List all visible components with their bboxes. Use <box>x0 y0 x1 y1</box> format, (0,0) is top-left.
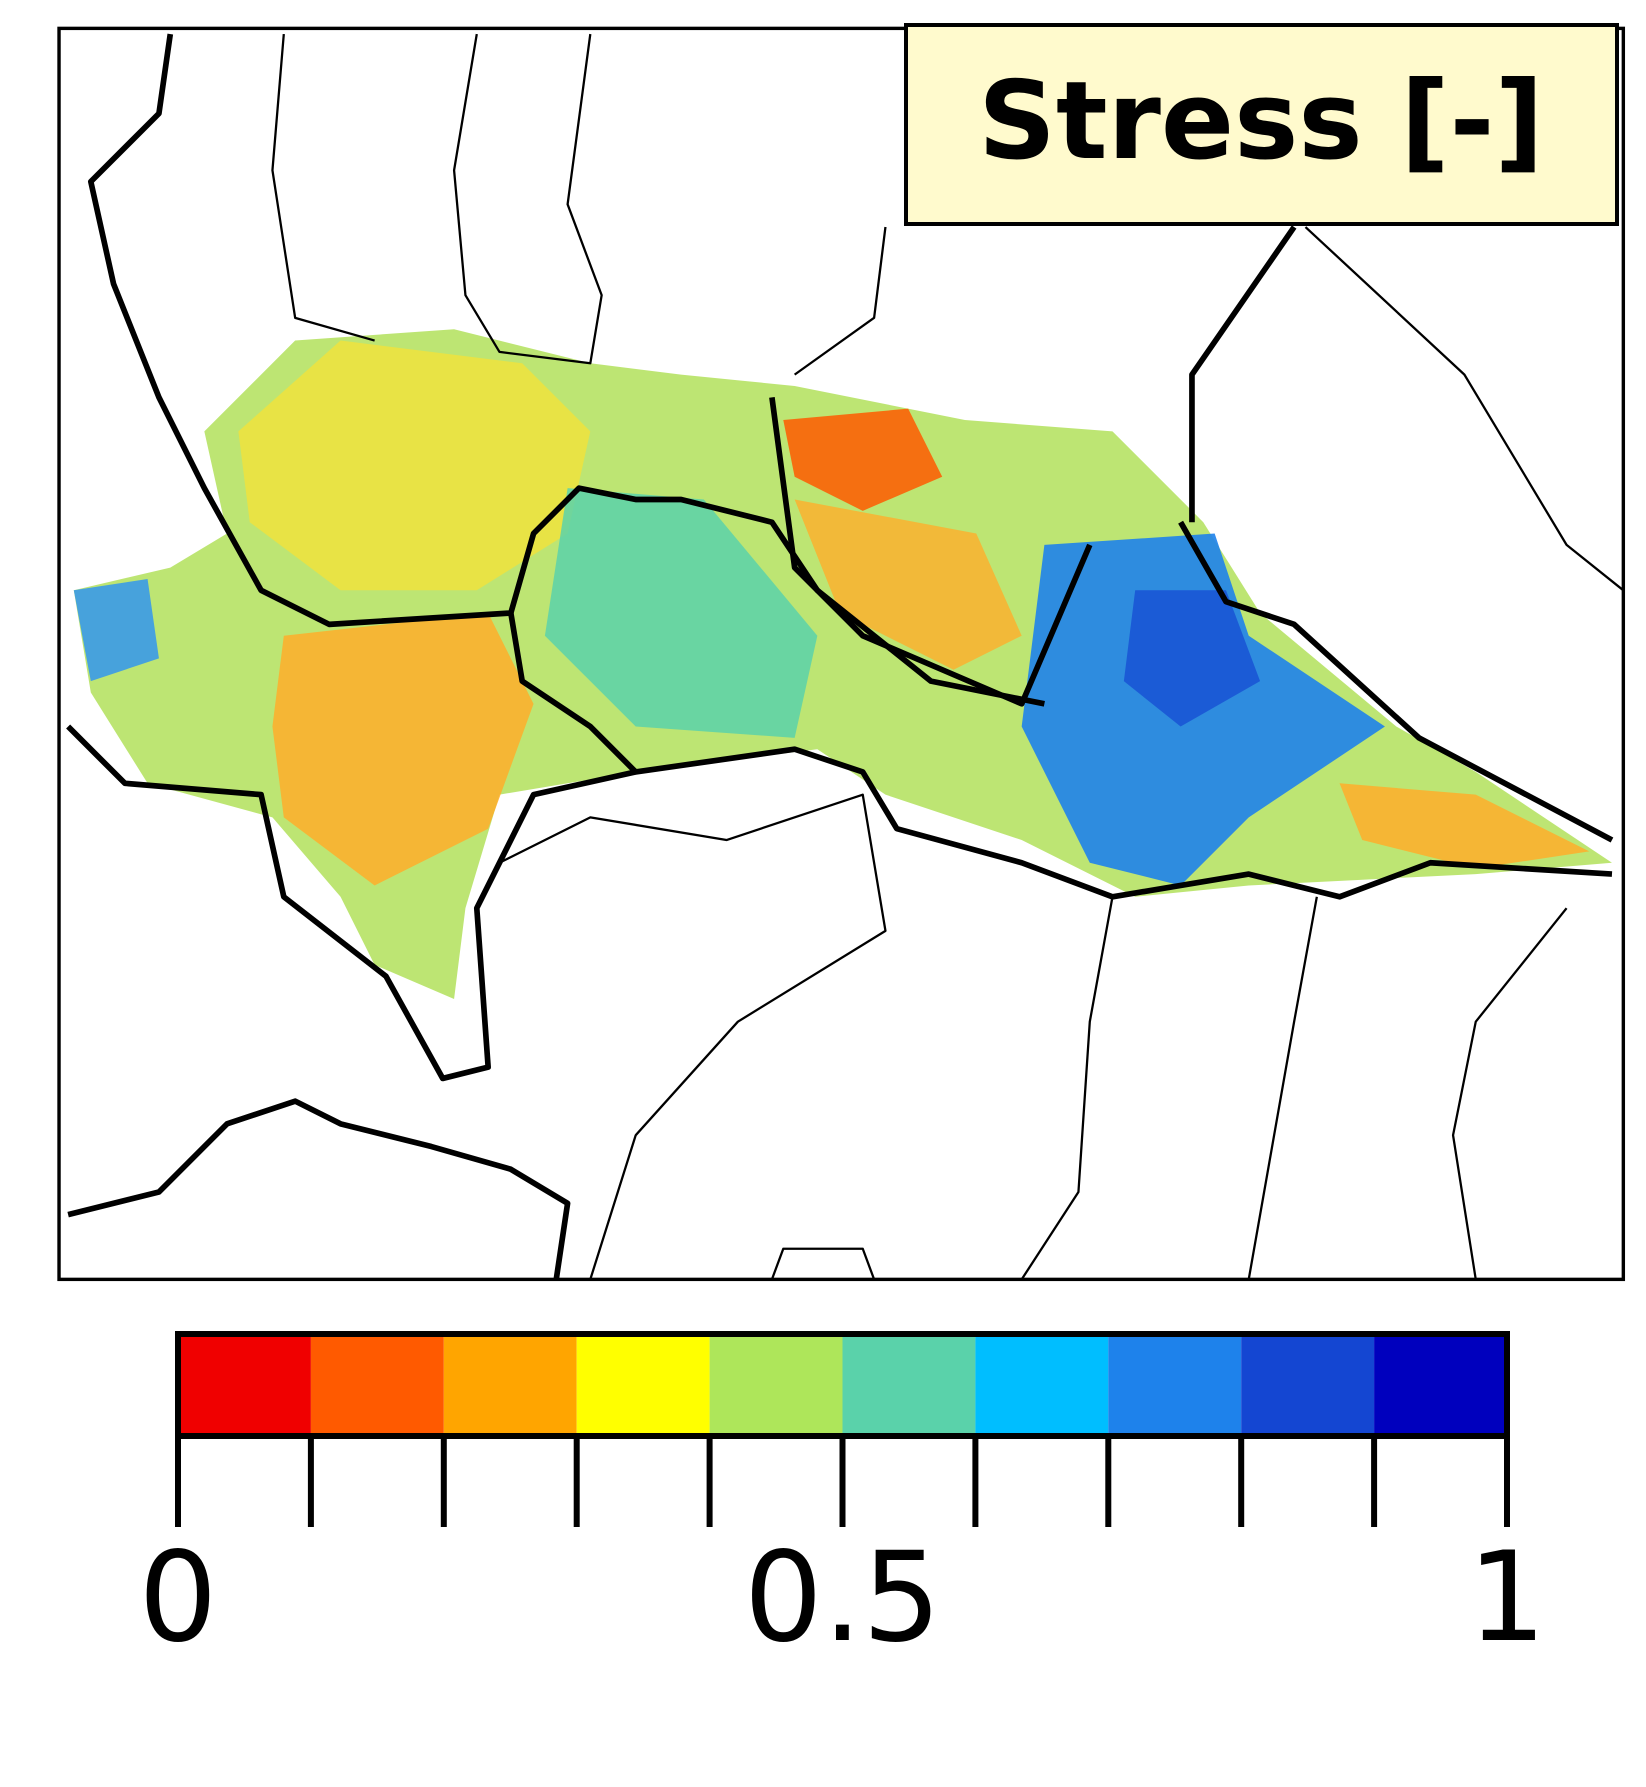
colorbar-bin <box>576 1334 710 1436</box>
region-border <box>67 1098 571 1280</box>
colorbar-bin <box>1108 1334 1242 1436</box>
province-border <box>1020 896 1114 1280</box>
province-border <box>1451 907 1568 1280</box>
stress-field <box>783 408 943 511</box>
province-border <box>770 1247 876 1280</box>
stress-field <box>272 613 534 886</box>
colorbar-tick-label: 1 <box>1468 1526 1547 1670</box>
stress-field <box>794 499 1022 670</box>
stress-field <box>1123 590 1261 727</box>
province-border <box>271 33 375 342</box>
province-border <box>1247 896 1318 1280</box>
province-border <box>793 226 887 376</box>
colorbar-bin <box>1374 1334 1507 1436</box>
region-border <box>1189 225 1297 523</box>
stress-field <box>73 578 159 682</box>
colorbar-tick-label: 0.5 <box>744 1526 941 1670</box>
colorbar-bin <box>443 1334 577 1436</box>
title-box <box>904 23 1619 226</box>
colorbar: 0 0.5 1 <box>139 1331 1547 1670</box>
region-border <box>508 612 638 774</box>
province-border <box>452 33 603 365</box>
colorbar-bin <box>178 1334 311 1436</box>
province-border <box>498 793 887 1280</box>
title: Stress [-] <box>978 59 1544 184</box>
colorbar-bin <box>842 1334 976 1436</box>
colorbar-tick-label: 0 <box>139 1526 218 1670</box>
stress-field <box>238 340 591 591</box>
stress-field <box>1339 783 1590 869</box>
map-frame <box>57 26 1626 1282</box>
map <box>57 26 1626 1282</box>
colorbar-bin <box>310 1334 444 1436</box>
colorbar-bin <box>1241 1334 1375 1436</box>
colorbar-bin <box>709 1334 843 1436</box>
colorbar-bin <box>975 1334 1109 1436</box>
stress-field <box>544 488 818 738</box>
region-border <box>769 396 1093 707</box>
region-border <box>1178 520 1614 843</box>
province-border <box>1304 226 1625 592</box>
